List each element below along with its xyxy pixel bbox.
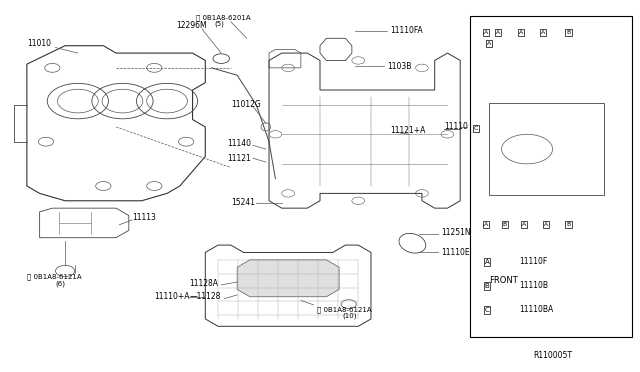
Text: Ⓑ 0B1A8-6121A: Ⓑ 0B1A8-6121A xyxy=(317,307,371,313)
Text: C: C xyxy=(484,307,490,313)
Text: 11110B: 11110B xyxy=(520,281,548,290)
Text: B: B xyxy=(566,222,571,227)
Text: 11110E: 11110E xyxy=(441,248,470,257)
Text: FRONT: FRONT xyxy=(489,276,518,285)
Polygon shape xyxy=(237,260,339,297)
Text: 11012G: 11012G xyxy=(231,100,260,109)
Text: 11251N: 11251N xyxy=(441,228,470,237)
Text: A: A xyxy=(522,222,526,227)
Bar xyxy=(489,103,604,195)
Text: 11110FA: 11110FA xyxy=(390,26,423,35)
Text: R110005T: R110005T xyxy=(533,350,572,360)
Text: 12296M: 12296M xyxy=(177,21,207,30)
Text: (10): (10) xyxy=(342,313,357,319)
Text: —11128: —11128 xyxy=(189,292,221,301)
Text: B: B xyxy=(566,30,571,35)
Text: A: A xyxy=(484,222,488,227)
Text: 15241: 15241 xyxy=(231,198,255,207)
Bar xyxy=(470,16,632,337)
Text: 11121: 11121 xyxy=(228,154,252,163)
Text: B: B xyxy=(484,283,490,289)
Text: (6): (6) xyxy=(56,280,65,287)
Text: Ⓑ 0B1A8-6121A: Ⓑ 0B1A8-6121A xyxy=(27,273,81,280)
Text: A: A xyxy=(518,30,523,35)
Text: 11121+A: 11121+A xyxy=(390,126,426,135)
Text: 11113: 11113 xyxy=(132,213,156,222)
Text: 1103B: 1103B xyxy=(387,61,412,71)
Text: 11110: 11110 xyxy=(444,122,468,131)
Text: A: A xyxy=(496,30,500,35)
Text: 11140: 11140 xyxy=(228,139,252,148)
Text: 11010: 11010 xyxy=(27,39,51,48)
Text: A: A xyxy=(541,30,545,35)
Text: C: C xyxy=(474,126,478,131)
Text: B: B xyxy=(502,222,507,227)
Text: 11110+A: 11110+A xyxy=(154,292,190,301)
Text: A: A xyxy=(484,30,488,35)
Text: A: A xyxy=(487,41,491,46)
Text: A: A xyxy=(484,259,490,265)
Text: 11128A: 11128A xyxy=(189,279,218,288)
Text: 11110BA: 11110BA xyxy=(520,305,554,314)
Text: 11110F: 11110F xyxy=(520,257,548,266)
Text: A: A xyxy=(544,222,548,227)
Text: Ⓑ 0B1A8-6201A: Ⓑ 0B1A8-6201A xyxy=(196,15,250,21)
Text: (5): (5) xyxy=(215,20,225,27)
